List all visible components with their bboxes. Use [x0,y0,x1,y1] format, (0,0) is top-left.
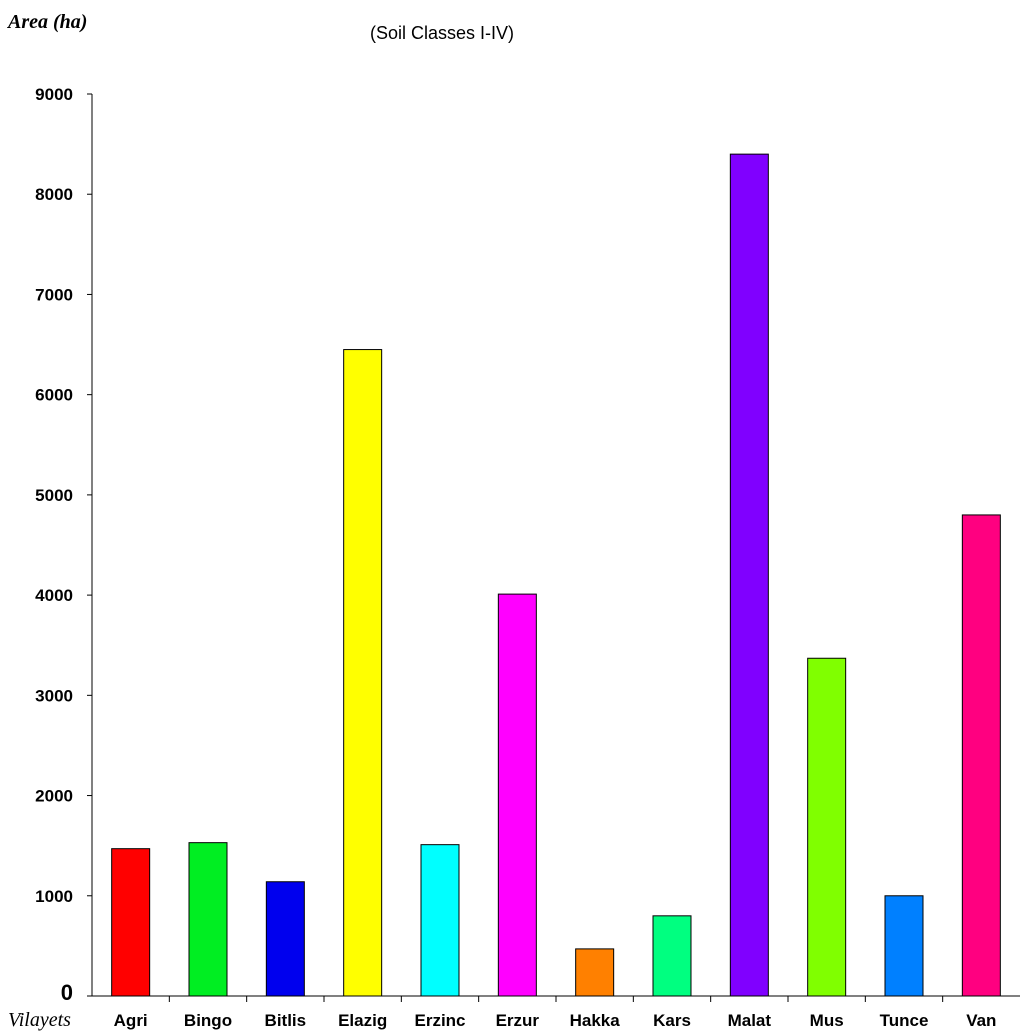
chart-subtitle: (Soil Classes I-IV) [370,23,514,43]
bar [343,349,383,997]
y-ticks: 9000 8000 7000 6000 5000 4000 3000 2000 1000 0 [35,85,92,1005]
x-tick-label: Kars [653,1011,691,1030]
bar [961,514,1001,997]
bars [111,153,1001,997]
x-ticks: Agri Bingo Bitlis Elazig Erzinc Erzur Hakka Kar… [114,996,996,1030]
x-tick-label: Mus [810,1011,844,1030]
bar [420,844,460,997]
y-tick-label: 6000 [35,386,73,405]
x-tick-label: Malat [728,1011,772,1030]
x-tick-label: Bingo [184,1011,232,1030]
y-tick-label: 5000 [35,486,73,505]
bar [652,915,692,997]
y-tick-label: 2000 [35,787,73,806]
bar [807,657,847,997]
y-tick-label: 3000 [35,686,73,705]
bar [497,593,537,997]
bar [575,948,615,997]
y-tick-label: 1000 [35,887,73,906]
y-tick-label: 8000 [35,185,73,204]
y-axis-label: Area (ha) [6,11,87,33]
bar [111,848,151,997]
bar [729,153,769,997]
x-tick-label: Bitlis [265,1011,307,1030]
x-tick-label: Erzinc [414,1011,465,1030]
bar [188,842,228,997]
y-tick-label: 4000 [35,586,73,605]
axes [91,94,1020,997]
x-axis-label: Vilayets [8,1009,71,1031]
x-tick-label: Hakka [570,1011,621,1030]
y-tick-label: 7000 [35,285,73,304]
y-tick-label: 9000 [35,85,73,104]
x-tick-label: Erzur [496,1011,540,1030]
x-tick-label: Agri [114,1011,148,1030]
x-tick-label: Elazig [338,1011,387,1030]
bar [884,895,924,997]
bar [265,881,305,997]
y-tick-label: 0 [61,980,73,1005]
x-tick-label: Tunce [880,1011,929,1030]
x-tick-label: Van [966,1011,996,1030]
